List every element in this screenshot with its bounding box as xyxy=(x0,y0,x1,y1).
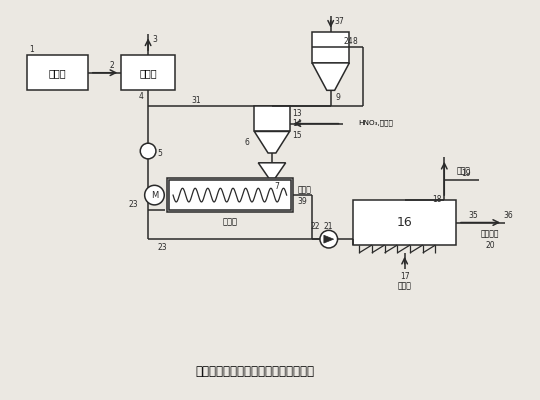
Text: 反应炉: 反应炉 xyxy=(49,68,66,78)
Text: 39: 39 xyxy=(298,198,307,206)
Text: 22: 22 xyxy=(310,222,320,231)
Text: 1: 1 xyxy=(29,45,33,54)
Polygon shape xyxy=(258,163,286,178)
Text: 硝酸水溶液造粒吹扫气循环预氧化流程: 硝酸水溶液造粒吹扫气循环预氧化流程 xyxy=(196,365,315,378)
Text: 8: 8 xyxy=(353,37,357,46)
Polygon shape xyxy=(312,63,349,90)
Text: 造粒机: 造粒机 xyxy=(222,217,238,226)
Text: 23: 23 xyxy=(158,242,167,252)
Text: 2: 2 xyxy=(110,61,114,70)
Text: 烟道气: 烟道气 xyxy=(457,166,471,175)
Bar xyxy=(312,32,349,63)
Text: 20: 20 xyxy=(485,240,495,250)
Bar xyxy=(254,106,289,132)
Text: 4: 4 xyxy=(139,92,144,101)
Text: 37: 37 xyxy=(335,17,345,26)
Text: 6: 6 xyxy=(244,138,249,147)
Circle shape xyxy=(320,230,338,248)
Text: 13: 13 xyxy=(293,109,302,118)
Text: 14: 14 xyxy=(293,119,302,128)
Circle shape xyxy=(145,185,164,205)
Text: HNO₃,水溶液: HNO₃,水溶液 xyxy=(358,119,393,126)
Bar xyxy=(167,178,293,212)
Text: 7: 7 xyxy=(274,182,279,191)
Text: 23: 23 xyxy=(129,200,138,209)
Circle shape xyxy=(140,143,156,159)
Text: 3: 3 xyxy=(152,35,157,44)
Text: M: M xyxy=(151,191,158,200)
Text: 31: 31 xyxy=(192,96,201,105)
Text: 5: 5 xyxy=(157,150,163,158)
Text: 炭黑产品: 炭黑产品 xyxy=(481,230,500,239)
Bar xyxy=(27,55,88,90)
Text: 35: 35 xyxy=(469,211,478,220)
Text: 17: 17 xyxy=(400,272,409,281)
Bar xyxy=(353,200,456,245)
Text: 24: 24 xyxy=(343,37,353,46)
Text: 18: 18 xyxy=(431,196,441,204)
Text: 天然气: 天然气 xyxy=(397,282,411,291)
Text: 21: 21 xyxy=(324,222,334,231)
Text: 16: 16 xyxy=(397,216,413,229)
Text: 36: 36 xyxy=(503,211,513,220)
Text: 15: 15 xyxy=(293,131,302,140)
Polygon shape xyxy=(324,235,334,243)
Text: 颗粒子: 颗粒子 xyxy=(298,186,311,195)
Text: 歧滤器: 歧滤器 xyxy=(139,68,157,78)
Text: 19: 19 xyxy=(461,169,471,178)
Bar xyxy=(121,55,175,90)
Bar xyxy=(169,180,291,210)
Text: 9: 9 xyxy=(335,93,340,102)
Polygon shape xyxy=(254,132,289,153)
